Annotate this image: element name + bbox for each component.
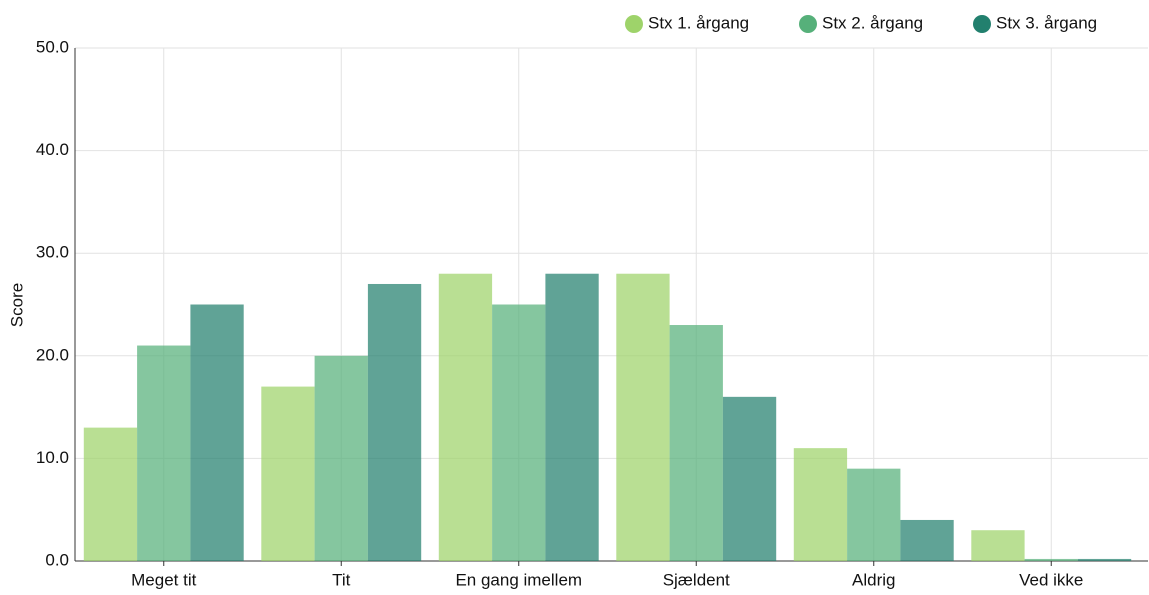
legend-label: Stx 2. årgang: [822, 13, 923, 32]
x-tick-label: Ved ikke: [1019, 570, 1083, 589]
bar: [669, 325, 723, 561]
bar: [545, 273, 599, 561]
legend-swatch: [625, 15, 643, 33]
bar: [492, 304, 546, 561]
bar: [900, 519, 954, 561]
y-tick-label: 0.0: [45, 550, 69, 569]
bar: [438, 273, 493, 561]
y-axis-label: Score: [7, 283, 26, 327]
bar: [261, 386, 315, 561]
x-tick-label: Sjældent: [663, 570, 730, 589]
x-tick-label: En gang imellem: [455, 570, 582, 589]
bar: [314, 355, 368, 561]
y-tick-label: 40.0: [36, 140, 69, 159]
x-tick-label: Meget tit: [131, 570, 196, 589]
y-tick-label: 30.0: [36, 243, 69, 262]
y-tick-label: 20.0: [36, 345, 69, 364]
bar: [1077, 558, 1132, 561]
bar: [722, 396, 777, 561]
x-tick-label: Aldrig: [852, 570, 895, 589]
legend-label: Stx 3. årgang: [996, 13, 1097, 32]
bar: [847, 468, 901, 561]
bar: [190, 304, 244, 561]
y-tick-label: 10.0: [36, 448, 69, 467]
legend-label: Stx 1. årgang: [648, 13, 749, 32]
y-tick-label: 50.0: [36, 37, 69, 56]
legend-swatch: [799, 15, 817, 33]
x-tick-label: Tit: [332, 570, 351, 589]
bar: [83, 427, 138, 561]
bar: [793, 448, 848, 561]
bar: [616, 273, 670, 561]
legend-swatch: [973, 15, 991, 33]
bar: [971, 530, 1025, 561]
bar: [367, 283, 422, 561]
bar: [1024, 558, 1078, 561]
bar: [137, 345, 191, 561]
